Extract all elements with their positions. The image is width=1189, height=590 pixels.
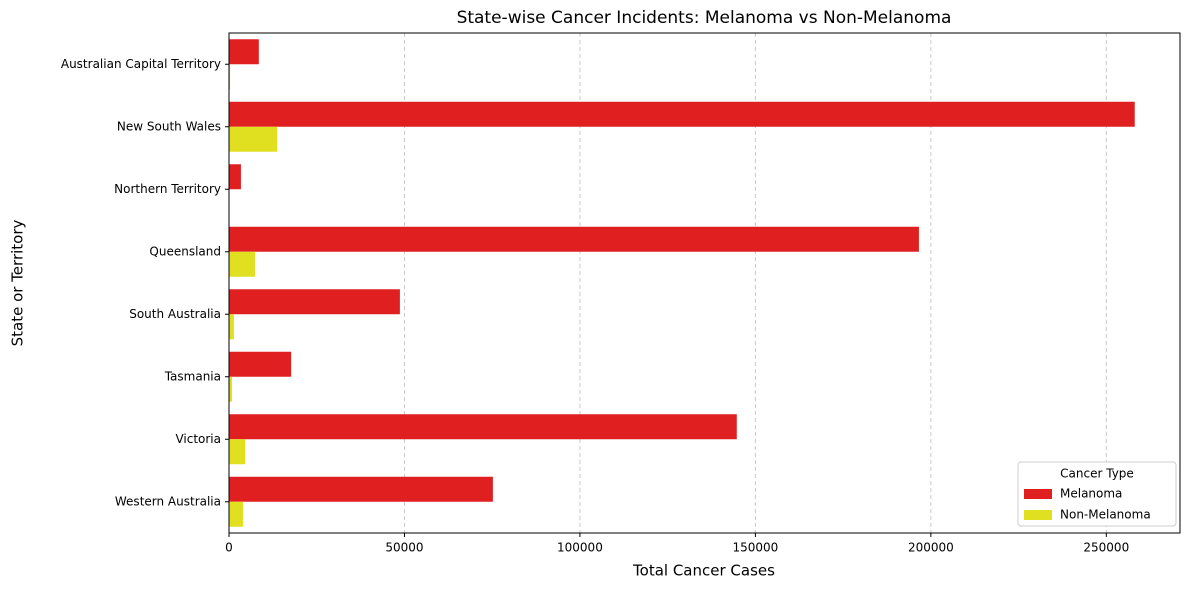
y-tick-label: Queensland <box>149 244 221 258</box>
bar <box>229 251 255 277</box>
legend-swatch <box>1024 510 1052 520</box>
bar <box>229 226 919 252</box>
y-tick-label: Victoria <box>175 432 221 446</box>
x-tick-label: 250000 <box>1083 541 1129 555</box>
y-tick-label: New South Wales <box>117 119 221 133</box>
x-tick-label: 50000 <box>385 541 423 555</box>
y-tick-label: Northern Territory <box>114 182 221 196</box>
y-tick-label: Tasmania <box>164 369 221 383</box>
y-axis-label: State or Territory <box>9 220 27 347</box>
bar <box>229 314 234 340</box>
x-tick-label: 0 <box>225 541 233 555</box>
bar <box>229 126 278 152</box>
y-tick-label: South Australia <box>129 307 221 321</box>
bar <box>229 476 493 502</box>
plot-frame <box>228 32 1181 534</box>
bar <box>229 439 246 465</box>
legend-box <box>1017 461 1177 527</box>
bar <box>229 164 241 190</box>
x-tick-label: 150000 <box>732 541 778 555</box>
bar <box>229 351 292 377</box>
bar <box>229 39 259 65</box>
legend-title: Cancer Type <box>1060 467 1134 481</box>
bar <box>229 414 737 440</box>
bar <box>229 501 244 527</box>
legend-swatch <box>1024 489 1052 499</box>
legend-label: Melanoma <box>1060 487 1122 501</box>
x-tick-label: 200000 <box>908 541 954 555</box>
bar <box>229 64 231 90</box>
bar <box>229 101 1135 127</box>
y-tick-label: Australian Capital Territory <box>61 57 221 71</box>
y-tick-label: Western Australia <box>115 494 221 508</box>
bar <box>229 376 232 402</box>
x-axis-label: Total Cancer Cases <box>632 562 775 580</box>
legend-label: Non-Melanoma <box>1060 508 1151 522</box>
x-tick-label: 100000 <box>557 541 603 555</box>
chart-title: State-wise Cancer Incidents: Melanoma vs… <box>457 8 952 28</box>
bar <box>229 289 400 315</box>
